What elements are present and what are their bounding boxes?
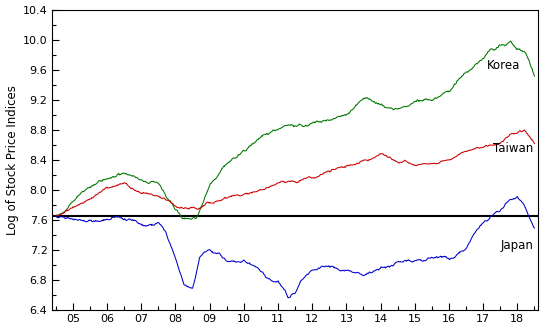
Text: Japan: Japan <box>500 239 533 252</box>
Text: Taiwan: Taiwan <box>493 142 534 155</box>
Text: Korea: Korea <box>487 59 520 72</box>
Y-axis label: Log of Stock Price Indices: Log of Stock Price Indices <box>5 84 19 235</box>
